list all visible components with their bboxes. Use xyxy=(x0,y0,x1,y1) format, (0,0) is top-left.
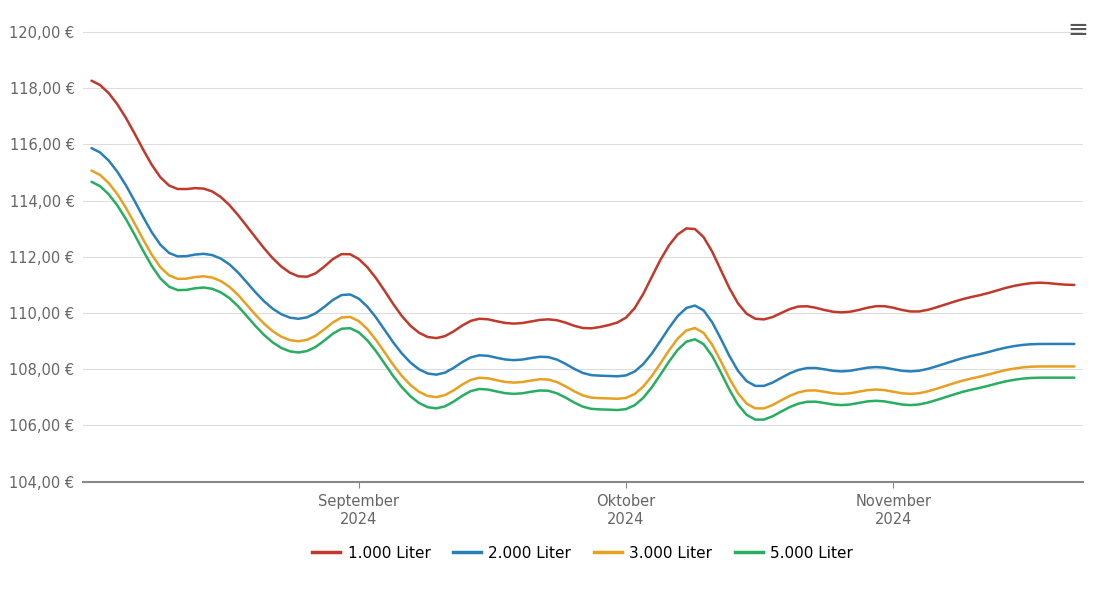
Legend: 1.000 Liter, 2.000 Liter, 3.000 Liter, 5.000 Liter: 1.000 Liter, 2.000 Liter, 3.000 Liter, 5… xyxy=(306,539,860,566)
Text: ≡: ≡ xyxy=(1067,18,1088,42)
